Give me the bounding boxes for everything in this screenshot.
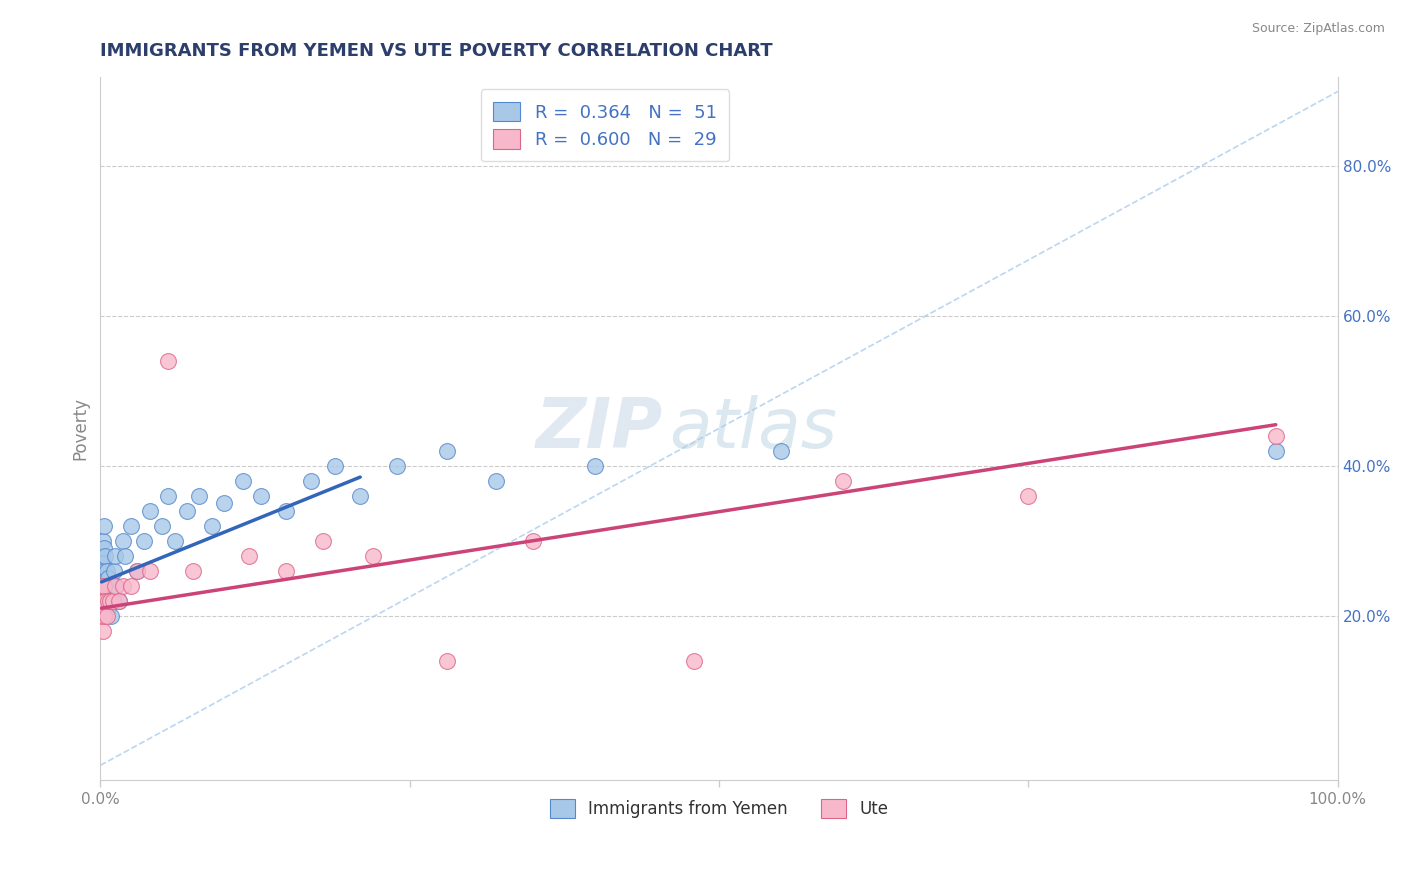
Point	[387, 458, 409, 473]
Point	[436, 443, 458, 458]
Point	[93, 579, 115, 593]
Point	[101, 593, 124, 607]
Point	[91, 571, 114, 585]
Text: IMMIGRANTS FROM YEMEN VS UTE POVERTY CORRELATION CHART: IMMIGRANTS FROM YEMEN VS UTE POVERTY COR…	[100, 42, 773, 60]
Point	[349, 489, 371, 503]
Point	[111, 579, 134, 593]
Point	[232, 474, 254, 488]
Point	[93, 541, 115, 556]
Point	[90, 608, 112, 623]
Point	[769, 443, 792, 458]
Point	[90, 579, 112, 593]
Point	[176, 504, 198, 518]
Point	[1017, 489, 1039, 503]
Point	[683, 653, 706, 667]
Point	[127, 564, 149, 578]
Point	[114, 549, 136, 563]
Point	[157, 354, 180, 368]
Legend: Immigrants from Yemen, Ute: Immigrants from Yemen, Ute	[543, 793, 896, 825]
Point	[150, 518, 173, 533]
Point	[127, 564, 149, 578]
Point	[436, 653, 458, 667]
Point	[105, 579, 128, 593]
Point	[139, 504, 162, 518]
Point	[108, 593, 131, 607]
Point	[274, 564, 297, 578]
Point	[1264, 443, 1286, 458]
Point	[583, 458, 606, 473]
Point	[97, 571, 120, 585]
Text: Source: ZipAtlas.com: Source: ZipAtlas.com	[1251, 22, 1385, 36]
Point	[139, 564, 162, 578]
Point	[120, 518, 142, 533]
Point	[90, 549, 112, 563]
Text: atlas: atlas	[669, 395, 838, 462]
Point	[97, 593, 120, 607]
Point	[91, 593, 114, 607]
Point	[98, 593, 121, 607]
Point	[91, 556, 114, 570]
Point	[212, 496, 235, 510]
Point	[94, 593, 117, 607]
Text: ZIP: ZIP	[536, 395, 664, 462]
Point	[181, 564, 204, 578]
Point	[96, 608, 118, 623]
Point	[100, 608, 122, 623]
Point	[96, 593, 118, 607]
Point	[157, 489, 180, 503]
Point	[522, 533, 544, 548]
Point	[101, 586, 124, 600]
Point	[97, 601, 120, 615]
Point	[94, 579, 117, 593]
Point	[250, 489, 273, 503]
Point	[93, 608, 115, 623]
Point	[103, 564, 125, 578]
Point	[104, 549, 127, 563]
Y-axis label: Poverty: Poverty	[72, 397, 89, 460]
Point	[90, 564, 112, 578]
Point	[104, 579, 127, 593]
Point	[90, 608, 112, 623]
Point	[1264, 429, 1286, 443]
Point	[94, 549, 117, 563]
Point	[91, 624, 114, 638]
Point	[312, 533, 335, 548]
Point	[325, 458, 347, 473]
Point	[188, 489, 211, 503]
Point	[274, 504, 297, 518]
Point	[485, 474, 508, 488]
Point	[98, 593, 121, 607]
Point	[111, 533, 134, 548]
Point	[132, 533, 155, 548]
Point	[108, 593, 131, 607]
Point	[299, 474, 322, 488]
Point	[163, 533, 186, 548]
Point	[238, 549, 260, 563]
Point	[93, 564, 115, 578]
Point	[91, 533, 114, 548]
Point	[90, 593, 112, 607]
Point	[120, 579, 142, 593]
Point	[96, 564, 118, 578]
Point	[361, 549, 384, 563]
Point	[201, 518, 224, 533]
Point	[98, 579, 121, 593]
Point	[831, 474, 853, 488]
Point	[90, 579, 112, 593]
Point	[93, 518, 115, 533]
Point	[91, 593, 114, 607]
